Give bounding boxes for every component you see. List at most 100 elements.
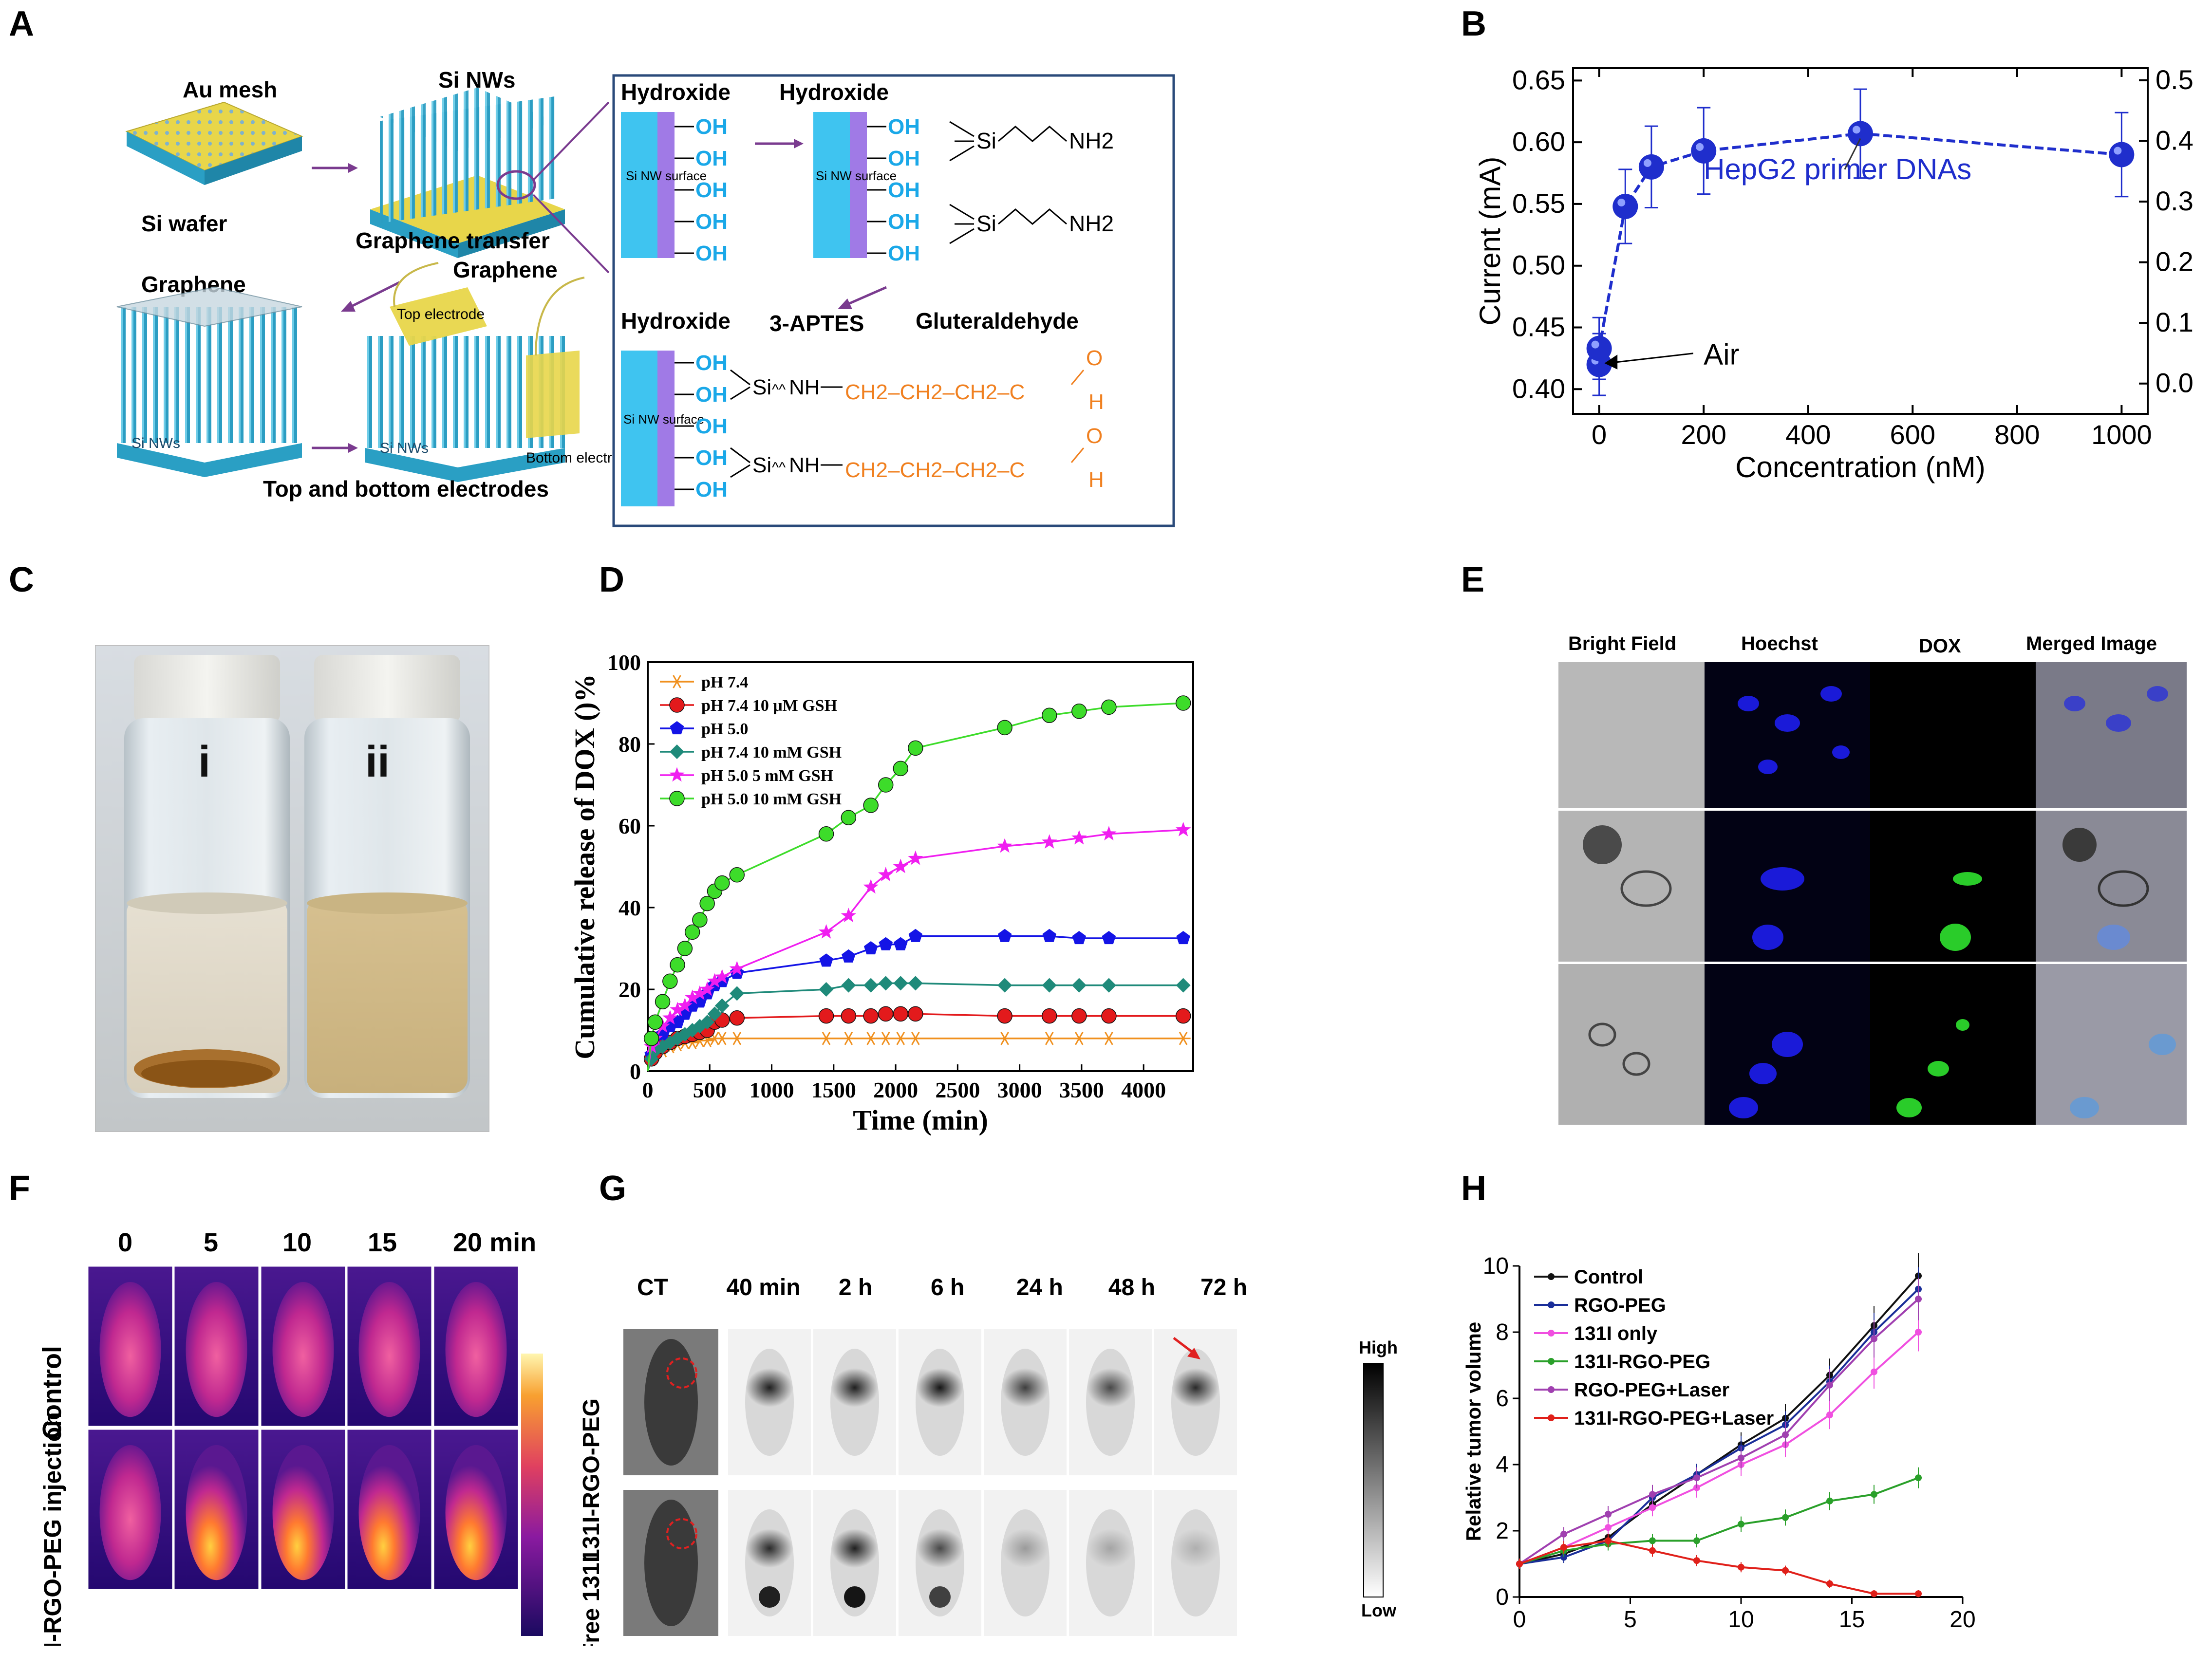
svg-text:Si: Si: [976, 128, 996, 153]
col-header-merged: Merged Image: [2026, 633, 2157, 654]
graphene-transfer-label-1: Graphene transfer: [356, 228, 550, 253]
marker-asterisk: [710, 1032, 719, 1045]
mouse-thermal-silhouette: [358, 1445, 420, 1580]
marker-diamond: [1042, 978, 1057, 993]
series-6: [643, 695, 1191, 1072]
x-tick-label: 10: [1728, 1607, 1754, 1633]
series-line: [1519, 1540, 1918, 1595]
gamma-cell: [1069, 1329, 1152, 1475]
svg-text:CH2–CH2–CH2–C: CH2–CH2–CH2–C: [845, 458, 1025, 482]
marker-pentagon: [842, 949, 856, 963]
marker-circle: [729, 1010, 745, 1026]
data-point: [1649, 1504, 1656, 1511]
arrow-left-icon: [838, 286, 887, 309]
data-point: [1560, 1554, 1567, 1561]
row-label-free-131i: Free 131I: [579, 1556, 604, 1646]
thermal-cell: [260, 1428, 347, 1591]
graphene-label-right: Graphene: [453, 257, 558, 282]
marker-diamond: [863, 978, 879, 993]
marker-circle: [818, 826, 834, 842]
legend: pH 7.4 pH 7.4 10 μM GSH pH 5.0 pH 7.4 10 mM…: [660, 673, 842, 808]
gamma-cell: [1069, 1490, 1152, 1636]
si-nws-label: Si NWs: [438, 67, 515, 93]
marker-circle: [997, 1008, 1012, 1024]
data-point: [1915, 1474, 1922, 1482]
y-tick-label: 0.45: [1512, 312, 1565, 342]
x-axis-label: Time (min): [853, 1104, 988, 1136]
data-point: [1738, 1454, 1744, 1462]
y-axis-label: Cumulative release of DOX ()%: [569, 674, 600, 1059]
panel-d: 0 500 1000 1500 2000 2500 3000 3500 4000 0 20 40 60 8…: [550, 638, 1203, 1154]
marker-asterisk: [911, 1032, 920, 1045]
gamma-cell: [728, 1329, 811, 1475]
series-4: [644, 976, 1191, 1072]
annotation-leader: [1607, 353, 1693, 364]
panel-e: Bright Field Hoechst DOX Merged Image: [1558, 626, 2187, 1127]
data-point: [1516, 1560, 1523, 1567]
gluteraldehyde-label: Gluteraldehyde: [916, 308, 1079, 334]
data-point: [1605, 1511, 1612, 1518]
data-point: [1826, 1497, 1833, 1504]
marker-circle: [908, 1006, 923, 1022]
marker-pentagon: [1042, 929, 1056, 942]
x-tick-label: 1000: [750, 1077, 794, 1102]
y-tick-label: 0.40: [1512, 373, 1565, 404]
panel-a-diagram: Au mesh Si wafer Si NWs Graphene transfe…: [116, 67, 1175, 527]
data-point-highlight: [1696, 143, 1704, 151]
legend-marker: [1548, 1358, 1555, 1365]
marker-star: [1071, 830, 1087, 845]
panel-f: 0 5 10 15 20 min Control 131I-RGO-PEG in…: [29, 1227, 550, 1653]
row-label-injection: 131I-RGO-PEG injection: [39, 1412, 66, 1646]
gamma-cell: [623, 1329, 718, 1475]
marker-pentagon: [819, 953, 833, 967]
svg-text:OH: OH: [888, 178, 920, 202]
y-tick-label: 0: [1496, 1584, 1509, 1610]
row-label-rgo-peg: 131I-RGO-PEG: [579, 1398, 604, 1562]
svg-text:OH: OH: [695, 210, 728, 234]
marker-circle: [647, 1014, 663, 1030]
uptake-spot: [1172, 1368, 1219, 1407]
data-point: [1738, 1563, 1744, 1571]
top-bottom-electrodes-label: Top and bottom electrodes: [263, 476, 549, 501]
x-tick-label: 0: [1513, 1607, 1526, 1633]
data-point: [1826, 1412, 1833, 1418]
marker-circle: [729, 867, 745, 883]
x-tick-label: 15: [1839, 1607, 1865, 1633]
marker-star: [699, 981, 715, 996]
legend-label: pH 5.0: [701, 720, 748, 738]
graphene-nanowire-array: Si NWs: [116, 286, 302, 477]
marker-diamond: [707, 1006, 722, 1022]
row-label-control: Control: [37, 1346, 67, 1439]
marker-circle: [655, 994, 671, 1009]
marker-asterisk: [717, 1032, 727, 1045]
thermal-cell: [346, 1265, 433, 1428]
y-tick-label: 60: [619, 814, 641, 838]
y-tick-label: 2: [1496, 1518, 1509, 1544]
marker-star: [677, 998, 693, 1012]
data-point: [1915, 1329, 1922, 1336]
marker-pentagon: [670, 721, 684, 735]
marker-diamond: [1101, 978, 1116, 993]
data-point: [1649, 1491, 1656, 1498]
aptes-molecule-2: Si NH2: [949, 204, 1114, 244]
marker-asterisk: [881, 1032, 890, 1045]
marker-asterisk: [1000, 1032, 1009, 1045]
mouse-thermal-silhouette: [358, 1282, 420, 1417]
mouse-thermal-silhouette: [186, 1282, 247, 1417]
data-point: [1693, 1474, 1700, 1482]
series-6: [1516, 1534, 1922, 1597]
y2-tick-label: 0.5: [2156, 64, 2193, 95]
marker-circle: [1101, 699, 1117, 715]
gamma-cell: [813, 1329, 896, 1475]
svg-text:OH: OH: [695, 147, 728, 170]
svg-text:OH: OH: [695, 478, 728, 501]
marker-diamond: [714, 998, 730, 1013]
svg-text:OH: OH: [695, 178, 728, 202]
vial-i: i: [124, 655, 290, 1098]
bladder-spot: [844, 1586, 865, 1608]
legend-marker: [1548, 1301, 1555, 1308]
uptake-spot: [746, 1529, 793, 1568]
panel-b: 0 200 400 600 800 1000 0.40 0.45 0.50 0.55 0.60 0.6…: [1471, 44, 2201, 540]
y2-tick-label: 0.0: [2156, 368, 2193, 398]
